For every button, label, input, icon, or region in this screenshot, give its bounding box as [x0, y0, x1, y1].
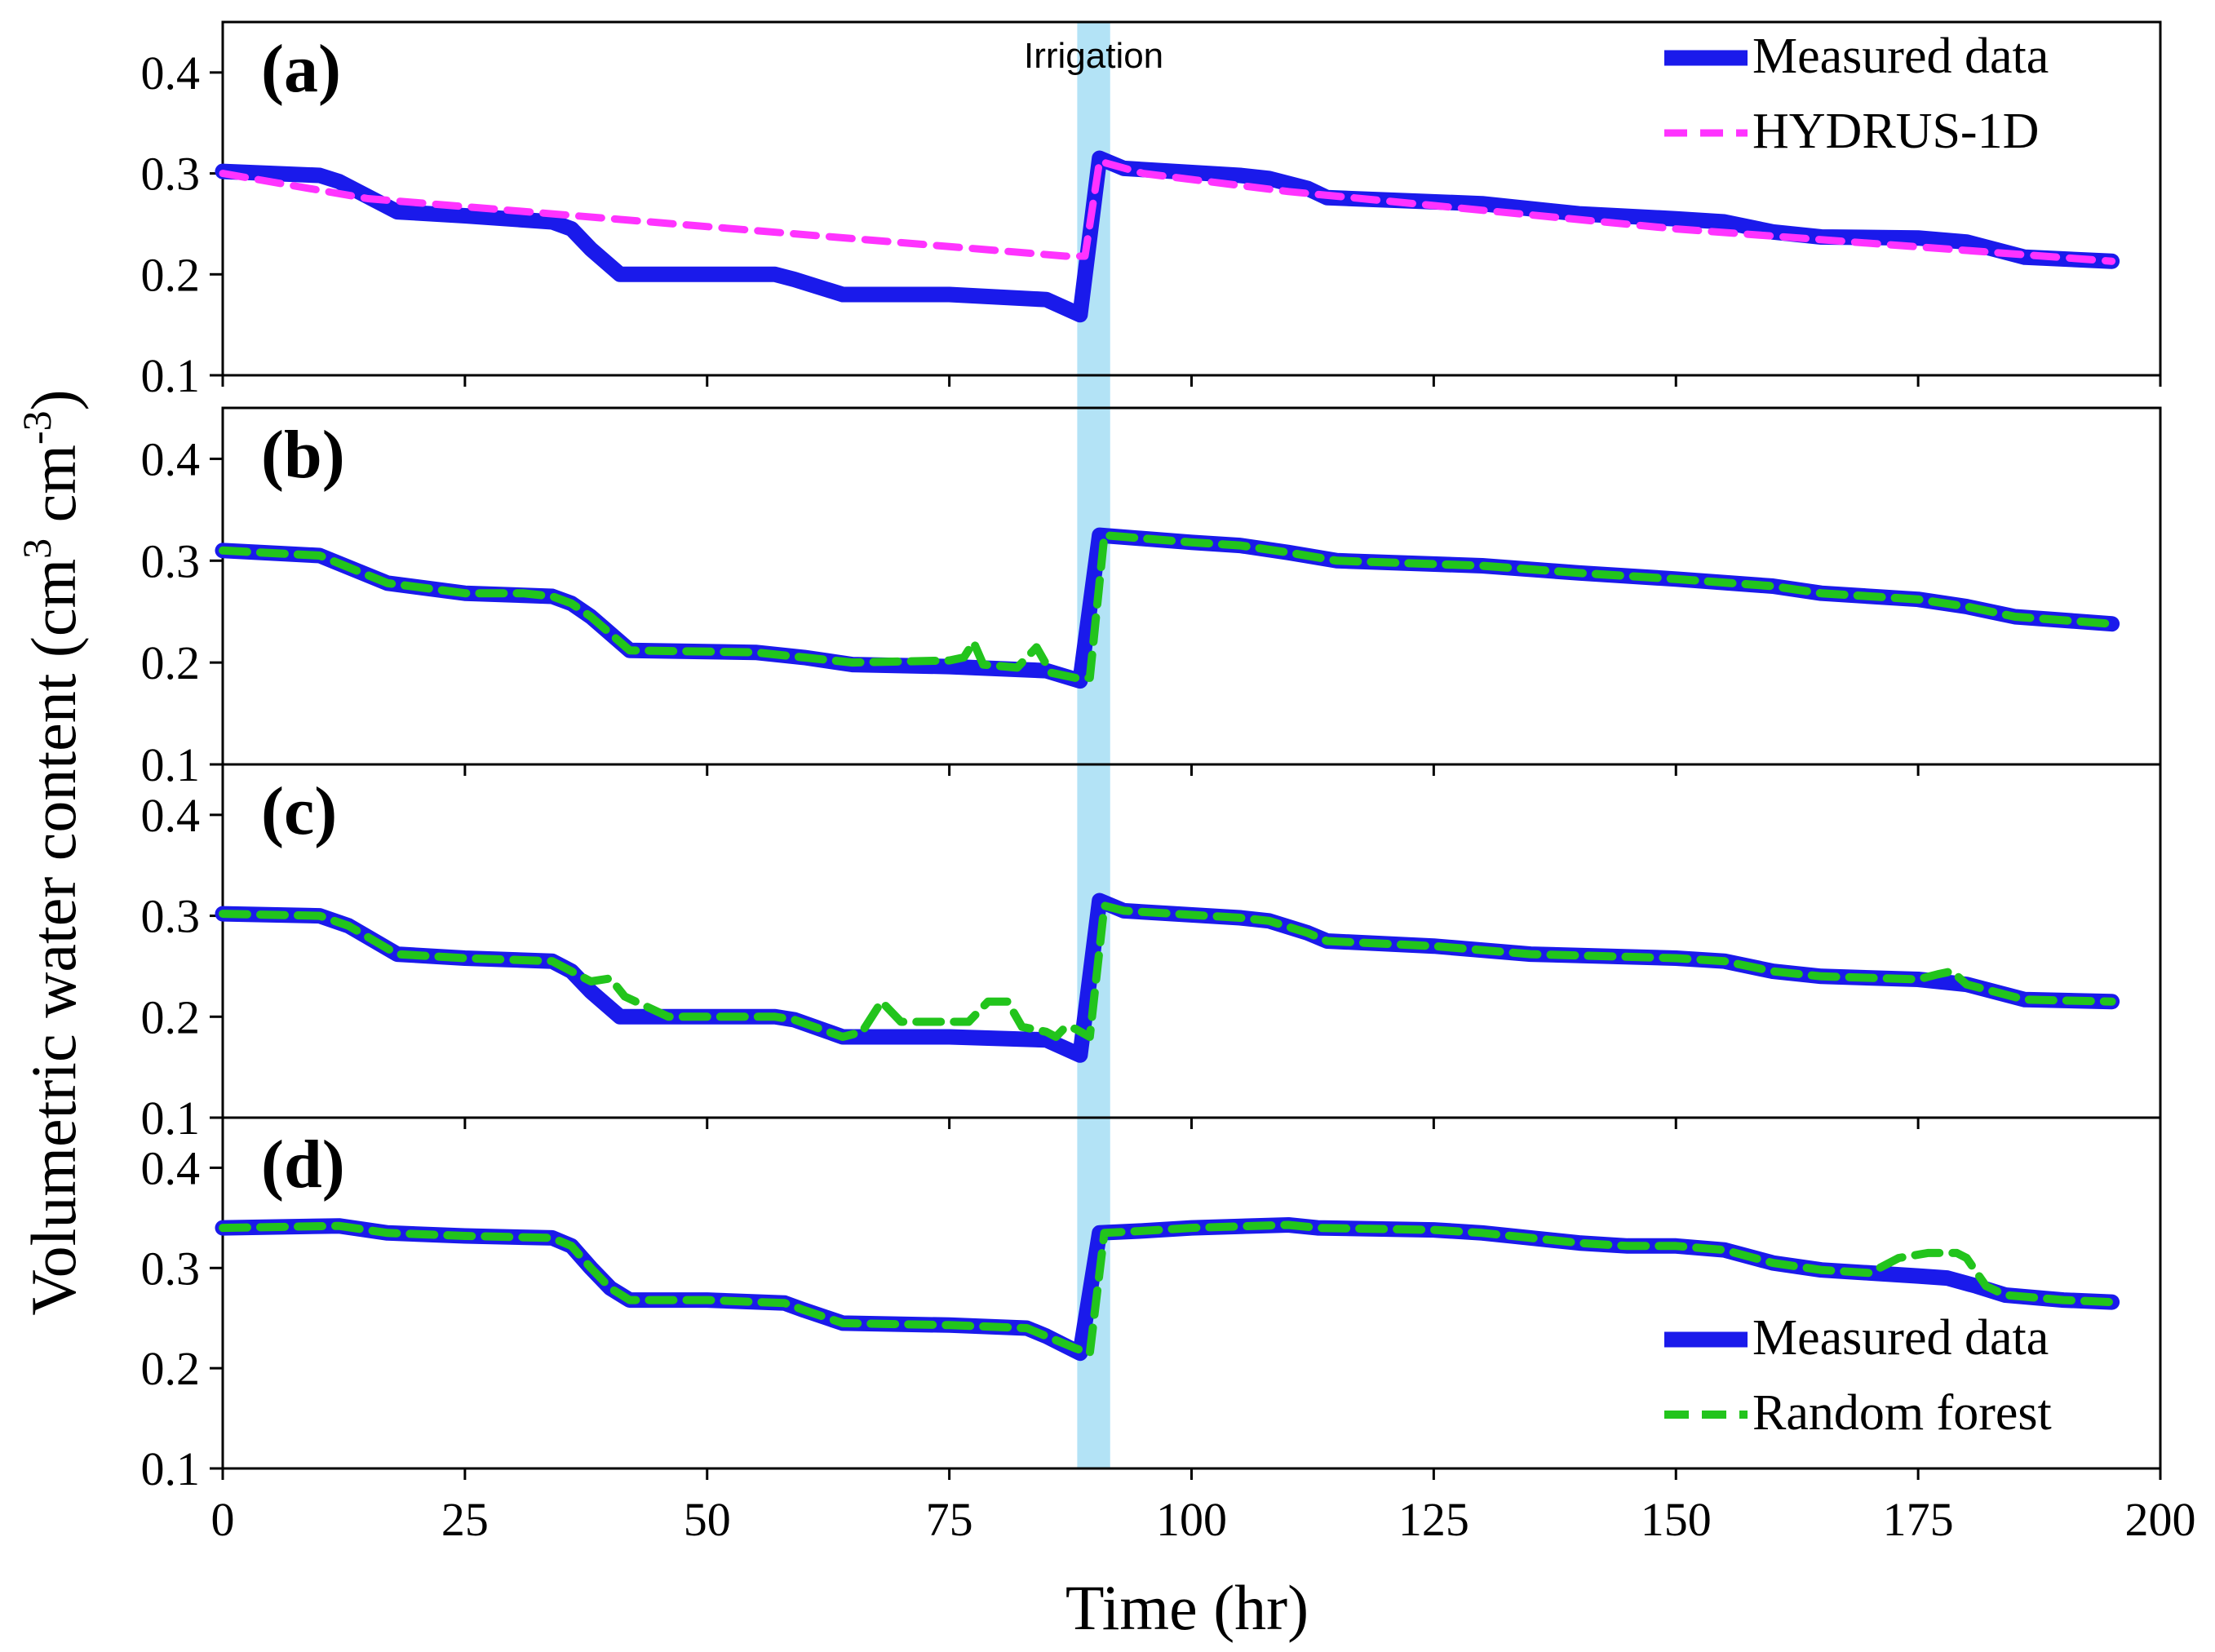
series-line-measured-data: [215, 150, 2120, 323]
panel-b: 0.1 0.2 0.3 0.4 (b): [141, 406, 2162, 791]
x-tick-label: 0: [211, 1493, 235, 1546]
y-tick-label: 0.4: [141, 1141, 201, 1194]
panel-label: (d): [261, 1127, 345, 1202]
x-tick-label: 25: [441, 1493, 489, 1546]
panel-frame: [221, 763, 2162, 1119]
y-tick-label: 0.3: [141, 890, 201, 943]
panel-a: 0.1 0.2 0.3 0.4 (a) Measured data HYDRUS-1D: [141, 20, 2162, 402]
series-line-random-forest: [219, 1220, 2116, 1357]
x-tick-label: 200: [2125, 1493, 2196, 1546]
y-tick-label: 0.4: [141, 47, 201, 100]
series-line-measured-data: [215, 527, 2120, 689]
legend-label: Measured data: [1752, 29, 2049, 84]
legend: Measured data HYDRUS-1D: [1664, 29, 2049, 159]
y-tick-label: 0.2: [141, 636, 201, 689]
panel-label: (b): [261, 417, 345, 493]
legend-label: Random forest: [1752, 1385, 2052, 1441]
irrigation-label: Irrigation: [1024, 36, 1163, 76]
y-tick-label: 0.1: [141, 1442, 201, 1495]
y-tick-label: 0.1: [141, 738, 201, 791]
panel-d: 0.1 0.2 0.3 0.4 (d) Measured data Random fores…: [141, 1116, 2162, 1495]
legend-label: Measured data: [1752, 1310, 2049, 1366]
y-axis-title: Volumetric water content (cm3 cm-3): [14, 389, 89, 1315]
panel-label: (c): [261, 773, 337, 849]
y-tick-label: 0.2: [141, 248, 201, 301]
series-line-random-forest: [219, 531, 2116, 682]
y-tick-label: 0.3: [141, 534, 201, 587]
series-line-hydrus-1d: [219, 157, 2116, 265]
panel-c: 0.1 0.2 0.3 0.4 (c): [141, 763, 2162, 1145]
x-tick-label: 125: [1398, 1493, 1469, 1546]
panel-frame: [221, 406, 2162, 766]
y-tick-label: 0.2: [141, 1342, 201, 1395]
x-axis-tick-labels: 0 25 50 75 100 125 150 175 200: [211, 1493, 2196, 1546]
y-tick-label: 0.1: [141, 1092, 201, 1145]
x-tick-label: 50: [684, 1493, 731, 1546]
y-tick-label: 0.4: [141, 432, 201, 485]
y-tick-label: 0.1: [141, 349, 201, 402]
x-axis-title: Time (hr): [1065, 1572, 1309, 1643]
legend: Measured data Random forest: [1664, 1310, 2052, 1441]
x-tick-label: 175: [1883, 1493, 1954, 1546]
y-tick-label: 0.3: [141, 148, 201, 201]
series-line-random-forest: [219, 901, 2116, 1041]
x-tick-label: 150: [1641, 1493, 1712, 1546]
panel-label: (a): [261, 31, 341, 107]
legend-label: HYDRUS-1D: [1752, 104, 2039, 159]
x-tick-label: 75: [926, 1493, 973, 1546]
x-tick-label: 100: [1156, 1493, 1227, 1546]
y-tick-label: 0.3: [141, 1242, 201, 1295]
y-tick-label: 0.2: [141, 990, 201, 1043]
y-tick-label: 0.4: [141, 789, 201, 842]
